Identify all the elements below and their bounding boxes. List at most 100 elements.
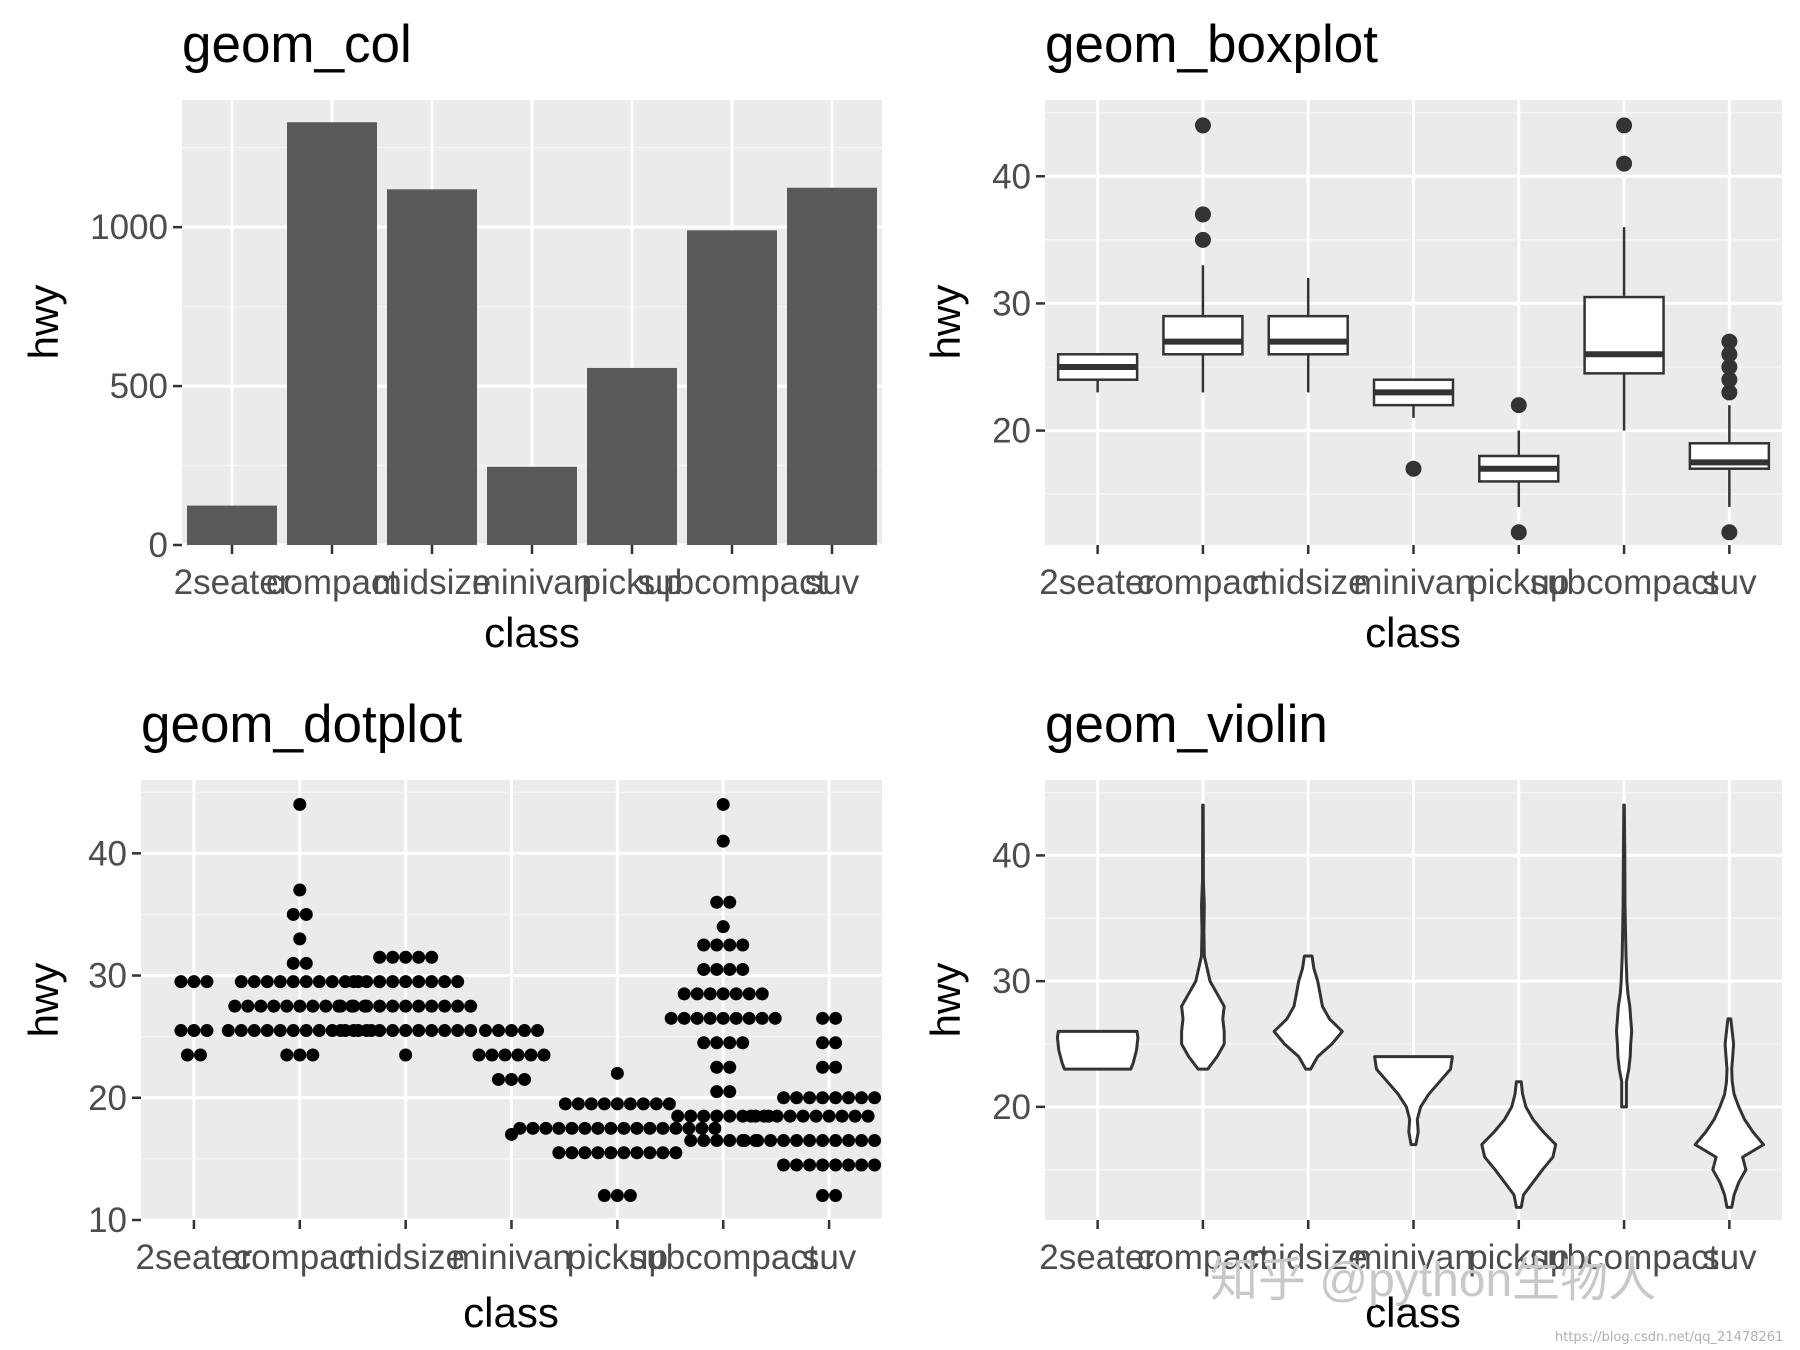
- x-tick-label: midsize: [1249, 563, 1368, 602]
- dot: [280, 1048, 294, 1062]
- dot: [736, 962, 750, 976]
- dot: [552, 1146, 566, 1160]
- dot: [373, 999, 387, 1013]
- dot: [451, 999, 465, 1013]
- dot: [234, 1024, 248, 1038]
- chart-title: geom_violin: [1045, 695, 1328, 754]
- dot: [334, 1024, 348, 1038]
- x-tick-label: compact: [1137, 1238, 1270, 1277]
- bar: [387, 189, 477, 545]
- x-tick-label: 2seater: [1039, 563, 1156, 602]
- bar: [487, 466, 577, 545]
- y-tick-label: 40: [992, 836, 1031, 875]
- dot: [669, 1121, 683, 1135]
- box: [1267, 314, 1349, 356]
- dot: [723, 1085, 737, 1099]
- dot: [777, 1158, 791, 1172]
- dot: [578, 1121, 592, 1135]
- dot: [273, 1024, 287, 1038]
- dot: [399, 975, 413, 989]
- dot: [286, 1024, 300, 1038]
- dot: [736, 938, 750, 952]
- dot: [412, 1024, 426, 1038]
- dot: [796, 1109, 810, 1123]
- dot: [280, 999, 294, 1013]
- dot: [816, 1060, 830, 1074]
- dot: [539, 1121, 553, 1135]
- dot: [829, 1091, 843, 1105]
- dot: [228, 999, 242, 1013]
- violin: [1373, 1055, 1454, 1147]
- dot: [829, 1011, 843, 1025]
- dot: [524, 1048, 538, 1062]
- outlier-point: [1194, 117, 1211, 134]
- dot: [829, 1060, 843, 1074]
- dot: [848, 1109, 862, 1123]
- dot: [649, 1097, 663, 1111]
- dot: [597, 1097, 611, 1111]
- dot: [293, 999, 307, 1013]
- chart-title: geom_dotplot: [141, 695, 462, 754]
- x-tick-label: compact: [234, 1238, 367, 1277]
- dot: [312, 1024, 326, 1038]
- dot: [671, 1109, 685, 1123]
- dot: [822, 1109, 836, 1123]
- dot: [425, 1024, 439, 1038]
- dot: [425, 950, 439, 964]
- dot: [306, 999, 320, 1013]
- dot: [200, 975, 214, 989]
- dot: [697, 1036, 711, 1050]
- dot: [399, 1024, 413, 1038]
- dot: [723, 895, 737, 909]
- dot: [809, 1109, 823, 1123]
- dot: [656, 1146, 670, 1160]
- dot: [578, 1146, 592, 1160]
- dot: [777, 1091, 791, 1105]
- y-axis-label: hwy: [922, 285, 969, 360]
- dot: [751, 1134, 765, 1148]
- x-tick-label: 2seater: [174, 563, 291, 602]
- x-tick-label: midsize: [373, 563, 492, 602]
- dot: [690, 1011, 704, 1025]
- dot: [513, 1121, 527, 1135]
- dot: [591, 1121, 605, 1135]
- x-tick-label: pickup: [581, 563, 682, 602]
- dot: [783, 1109, 797, 1123]
- dot: [682, 1121, 696, 1135]
- x-tick-label: pickup: [567, 1238, 668, 1277]
- dot: [643, 1121, 657, 1135]
- x-tick-label: subcompact: [1530, 563, 1719, 602]
- dot: [662, 1097, 676, 1111]
- x-tick-label: minivan: [1353, 1238, 1474, 1277]
- dot: [697, 938, 711, 952]
- chart-title: geom_col: [182, 15, 412, 74]
- dot: [518, 1024, 531, 1038]
- y-tick-label: 40: [992, 157, 1031, 196]
- dot: [386, 1024, 400, 1038]
- dot: [604, 1121, 618, 1135]
- outlier-point: [1510, 524, 1527, 541]
- dot: [835, 1109, 849, 1123]
- outlier-point: [1721, 333, 1738, 350]
- y-tick-label: 30: [88, 957, 127, 996]
- dot: [703, 1011, 717, 1025]
- dot: [505, 1072, 518, 1086]
- x-tick-label: suv: [805, 563, 860, 602]
- dot: [755, 1011, 769, 1025]
- dot: [412, 999, 426, 1013]
- dot: [552, 1121, 566, 1135]
- bar: [787, 187, 877, 545]
- dot: [790, 1158, 804, 1172]
- dot: [373, 1024, 387, 1038]
- dot: [273, 975, 287, 989]
- dot: [868, 1158, 882, 1172]
- dot: [757, 1109, 771, 1123]
- dot: [347, 1024, 361, 1038]
- dot: [299, 1024, 313, 1038]
- dot: [703, 987, 717, 1001]
- dot: [770, 1109, 784, 1123]
- dot: [669, 1146, 683, 1160]
- dot: [842, 1134, 856, 1148]
- dot: [347, 975, 361, 989]
- x-tick-label: suv: [1702, 563, 1757, 602]
